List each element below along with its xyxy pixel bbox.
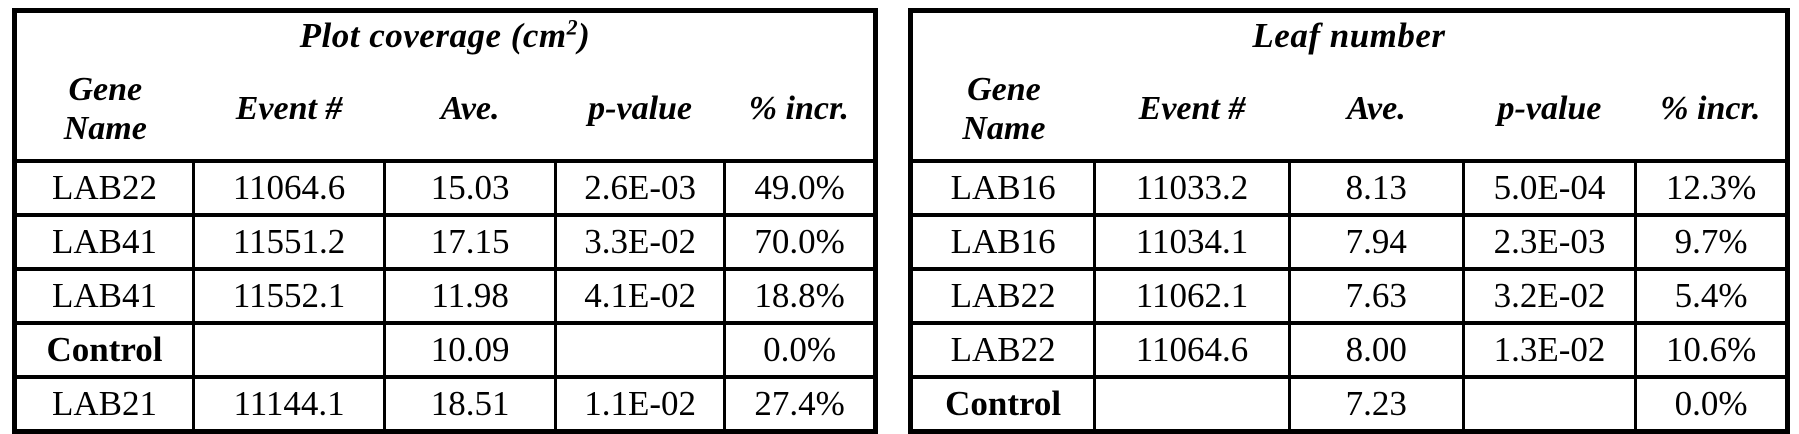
cell-ave: 17.15 xyxy=(383,213,556,269)
gene-header-line2: Name xyxy=(63,110,147,147)
column-header-incr: % incr. xyxy=(748,90,849,128)
cell-gene: LAB16 xyxy=(910,159,1095,215)
table-title-row: Plot coverage (cm2) xyxy=(15,11,876,60)
cell-incr: 18.8% xyxy=(723,267,876,323)
table-row: LAB41 11551.2 17.15 3.3E-02 70.0% xyxy=(14,213,876,269)
cell-event: 11064.6 xyxy=(1093,321,1290,377)
cell-incr: 70.0% xyxy=(723,213,876,269)
cell-ave: 18.51 xyxy=(383,375,556,432)
cell-gene: Control xyxy=(14,321,194,377)
cell-pvalue: 3.2E-02 xyxy=(1461,267,1636,323)
table-row-control: Control 7.23 0.0% xyxy=(910,375,1788,432)
cell-incr: 12.3% xyxy=(1634,159,1788,215)
cell-event: 11552.1 xyxy=(192,267,385,323)
title-superscript: 2 xyxy=(566,14,579,40)
cell-gene: LAB41 xyxy=(14,267,194,323)
cell-ave: 7.63 xyxy=(1287,267,1464,323)
cell-gene: LAB21 xyxy=(14,375,194,432)
cell-ave: 8.13 xyxy=(1287,159,1464,215)
cell-ave: 7.23 xyxy=(1287,375,1464,432)
cell-incr: 0.0% xyxy=(723,321,876,377)
column-header-event: Event # xyxy=(235,90,343,128)
cell-gene: LAB41 xyxy=(14,213,194,269)
column-header-ave: Ave. xyxy=(1346,90,1406,128)
column-header-gene-name: Gene Name xyxy=(15,59,194,161)
cell-event: 11144.1 xyxy=(192,375,385,432)
cell-event: 11034.1 xyxy=(1093,213,1290,269)
table-row-control: Control 10.09 0.0% xyxy=(14,321,876,377)
cell-gene: LAB22 xyxy=(910,321,1095,377)
leaf-number-table: Leaf number Gene Name Event # Ave. p-valu… xyxy=(908,8,1790,434)
plot-coverage-table: Plot coverage (cm2) Gene Name Event # Ave… xyxy=(12,8,878,434)
cell-pvalue: 1.3E-02 xyxy=(1461,321,1636,377)
table-row: LAB22 11062.1 7.63 3.2E-02 5.4% xyxy=(910,267,1788,323)
cell-ave: 8.00 xyxy=(1287,321,1464,377)
cell-ave: 10.09 xyxy=(383,321,556,377)
title-text: Leaf number xyxy=(1252,16,1446,55)
column-header-pvalue: p-value xyxy=(1497,90,1602,128)
table-row: LAB16 11034.1 7.94 2.3E-03 9.7% xyxy=(910,213,1788,269)
cell-gene: Control xyxy=(910,375,1095,432)
cell-pvalue: 2.6E-03 xyxy=(554,159,725,215)
cell-pvalue: 4.1E-02 xyxy=(554,267,725,323)
table-row: LAB41 11552.1 11.98 4.1E-02 18.8% xyxy=(14,267,876,323)
cell-incr: 9.7% xyxy=(1634,213,1788,269)
cell-gene: LAB22 xyxy=(14,159,194,215)
column-header-gene-name: Gene Name xyxy=(911,59,1095,161)
cell-incr: 0.0% xyxy=(1634,375,1788,432)
cell-event: 11033.2 xyxy=(1093,159,1290,215)
cell-ave: 15.03 xyxy=(383,159,556,215)
column-header-row: Gene Name Event # Ave. p-value % incr. xyxy=(911,59,1788,161)
column-header-pvalue: p-value xyxy=(588,90,693,128)
cell-pvalue xyxy=(554,321,725,377)
cell-event xyxy=(192,321,385,377)
cell-gene: LAB16 xyxy=(910,213,1095,269)
table-title-row: Leaf number xyxy=(911,11,1788,60)
column-header-incr: % incr. xyxy=(1660,90,1761,128)
cell-pvalue: 2.3E-03 xyxy=(1461,213,1636,269)
cell-incr: 10.6% xyxy=(1634,321,1788,377)
cell-ave: 11.98 xyxy=(383,267,556,323)
cell-pvalue: 5.0E-04 xyxy=(1461,159,1636,215)
cell-incr: 5.4% xyxy=(1634,267,1788,323)
cell-incr: 49.0% xyxy=(723,159,876,215)
gene-header-line1: Gene xyxy=(68,70,143,108)
cell-pvalue: 3.3E-02 xyxy=(554,213,725,269)
cell-event: 11062.1 xyxy=(1093,267,1290,323)
table-row: LAB21 11144.1 18.51 1.1E-02 27.4% xyxy=(14,375,876,432)
cell-ave: 7.94 xyxy=(1287,213,1464,269)
cell-event: 11064.6 xyxy=(192,159,385,215)
gene-header-line1: Gene xyxy=(967,70,1041,108)
column-header-ave: Ave. xyxy=(440,90,500,128)
cell-incr: 27.4% xyxy=(723,375,876,432)
cell-event: 11551.2 xyxy=(192,213,385,269)
column-header-event: Event # xyxy=(1138,90,1246,128)
cell-gene: LAB22 xyxy=(910,267,1095,323)
title-text: Plot coverage (cm xyxy=(299,16,567,55)
table-row: LAB22 11064.6 8.00 1.3E-02 10.6% xyxy=(910,321,1788,377)
cell-pvalue xyxy=(1461,375,1636,432)
cell-pvalue: 1.1E-02 xyxy=(554,375,725,432)
gene-header-line2: Name xyxy=(962,110,1046,147)
title-close-paren: ) xyxy=(578,16,591,55)
plot-coverage-title: Plot coverage (cm2) xyxy=(15,11,876,60)
column-header-row: Gene Name Event # Ave. p-value % incr. xyxy=(15,59,876,161)
table-row: LAB16 11033.2 8.13 5.0E-04 12.3% xyxy=(910,159,1788,215)
leaf-number-title: Leaf number xyxy=(911,11,1788,60)
cell-event xyxy=(1093,375,1290,432)
table-row: LAB22 11064.6 15.03 2.6E-03 49.0% xyxy=(14,159,876,215)
